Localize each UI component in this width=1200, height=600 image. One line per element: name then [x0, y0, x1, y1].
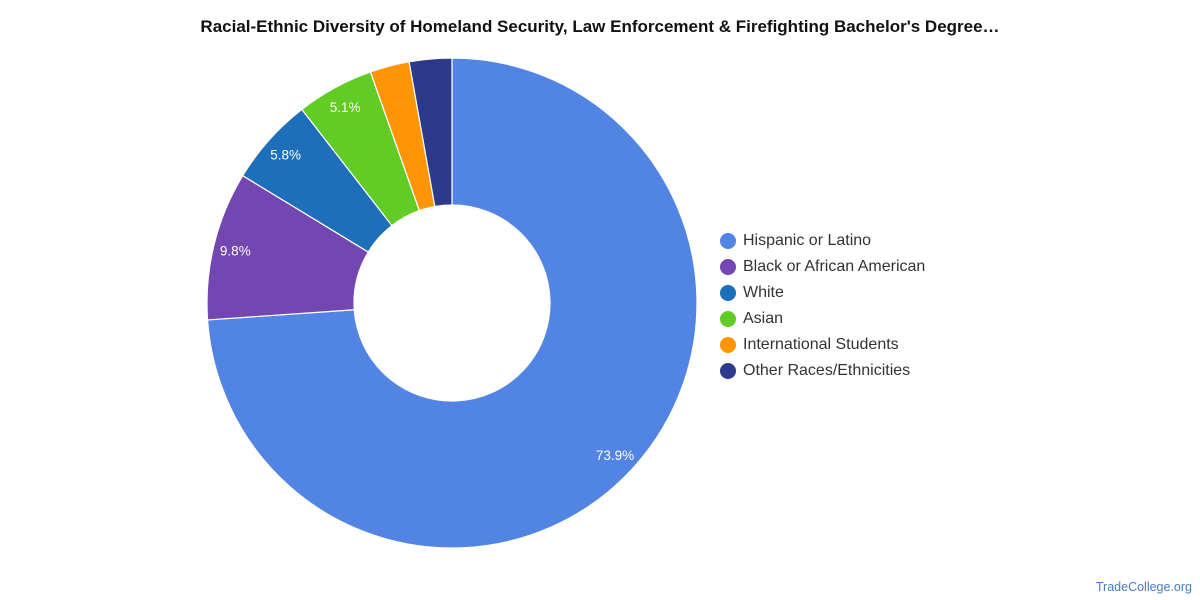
slice-label-1: 9.8%	[220, 243, 251, 258]
legend-item-0[interactable]: Hispanic or Latino	[720, 228, 925, 254]
donut-chart: 73.9% 9.8% 5.8% 5.1%	[206, 57, 698, 549]
legend-swatch-icon	[720, 363, 736, 379]
slice-labels-group: 73.9% 9.8% 5.8% 5.1%	[220, 100, 634, 463]
legend-swatch-icon	[720, 311, 736, 327]
legend-swatch-icon	[720, 233, 736, 249]
slice-label-0: 73.9%	[596, 448, 634, 463]
legend-item-4[interactable]: International Students	[720, 332, 925, 358]
slice-0[interactable]	[206, 57, 698, 549]
slice-5[interactable]	[408, 57, 453, 208]
chart-title: Racial-Ethnic Diversity of Homeland Secu…	[200, 17, 1000, 36]
legend-item-1[interactable]: Black or African American	[720, 254, 925, 280]
legend-label: Black or African American	[743, 258, 926, 275]
source-credit[interactable]: TradeCollege.org	[1095, 580, 1192, 594]
slice-label-3: 5.1%	[330, 100, 361, 115]
slices-group	[206, 57, 698, 549]
legend-label: Asian	[743, 310, 784, 327]
legend-item-3[interactable]: Asian	[720, 306, 925, 332]
legend-label: International Students	[743, 336, 899, 353]
legend-label: White	[743, 284, 784, 301]
legend-item-5[interactable]: Other Races/Ethnicities	[720, 358, 925, 384]
legend: Hispanic or Latino Black or African Ameri…	[720, 228, 925, 384]
slice-label-2: 5.8%	[270, 147, 301, 162]
legend-label: Hispanic or Latino	[743, 232, 872, 249]
legend-swatch-icon	[720, 337, 736, 353]
legend-label: Other Races/Ethnicities	[743, 362, 911, 379]
legend-swatch-icon	[720, 285, 736, 301]
legend-swatch-icon	[720, 259, 736, 275]
legend-item-2[interactable]: White	[720, 280, 925, 306]
